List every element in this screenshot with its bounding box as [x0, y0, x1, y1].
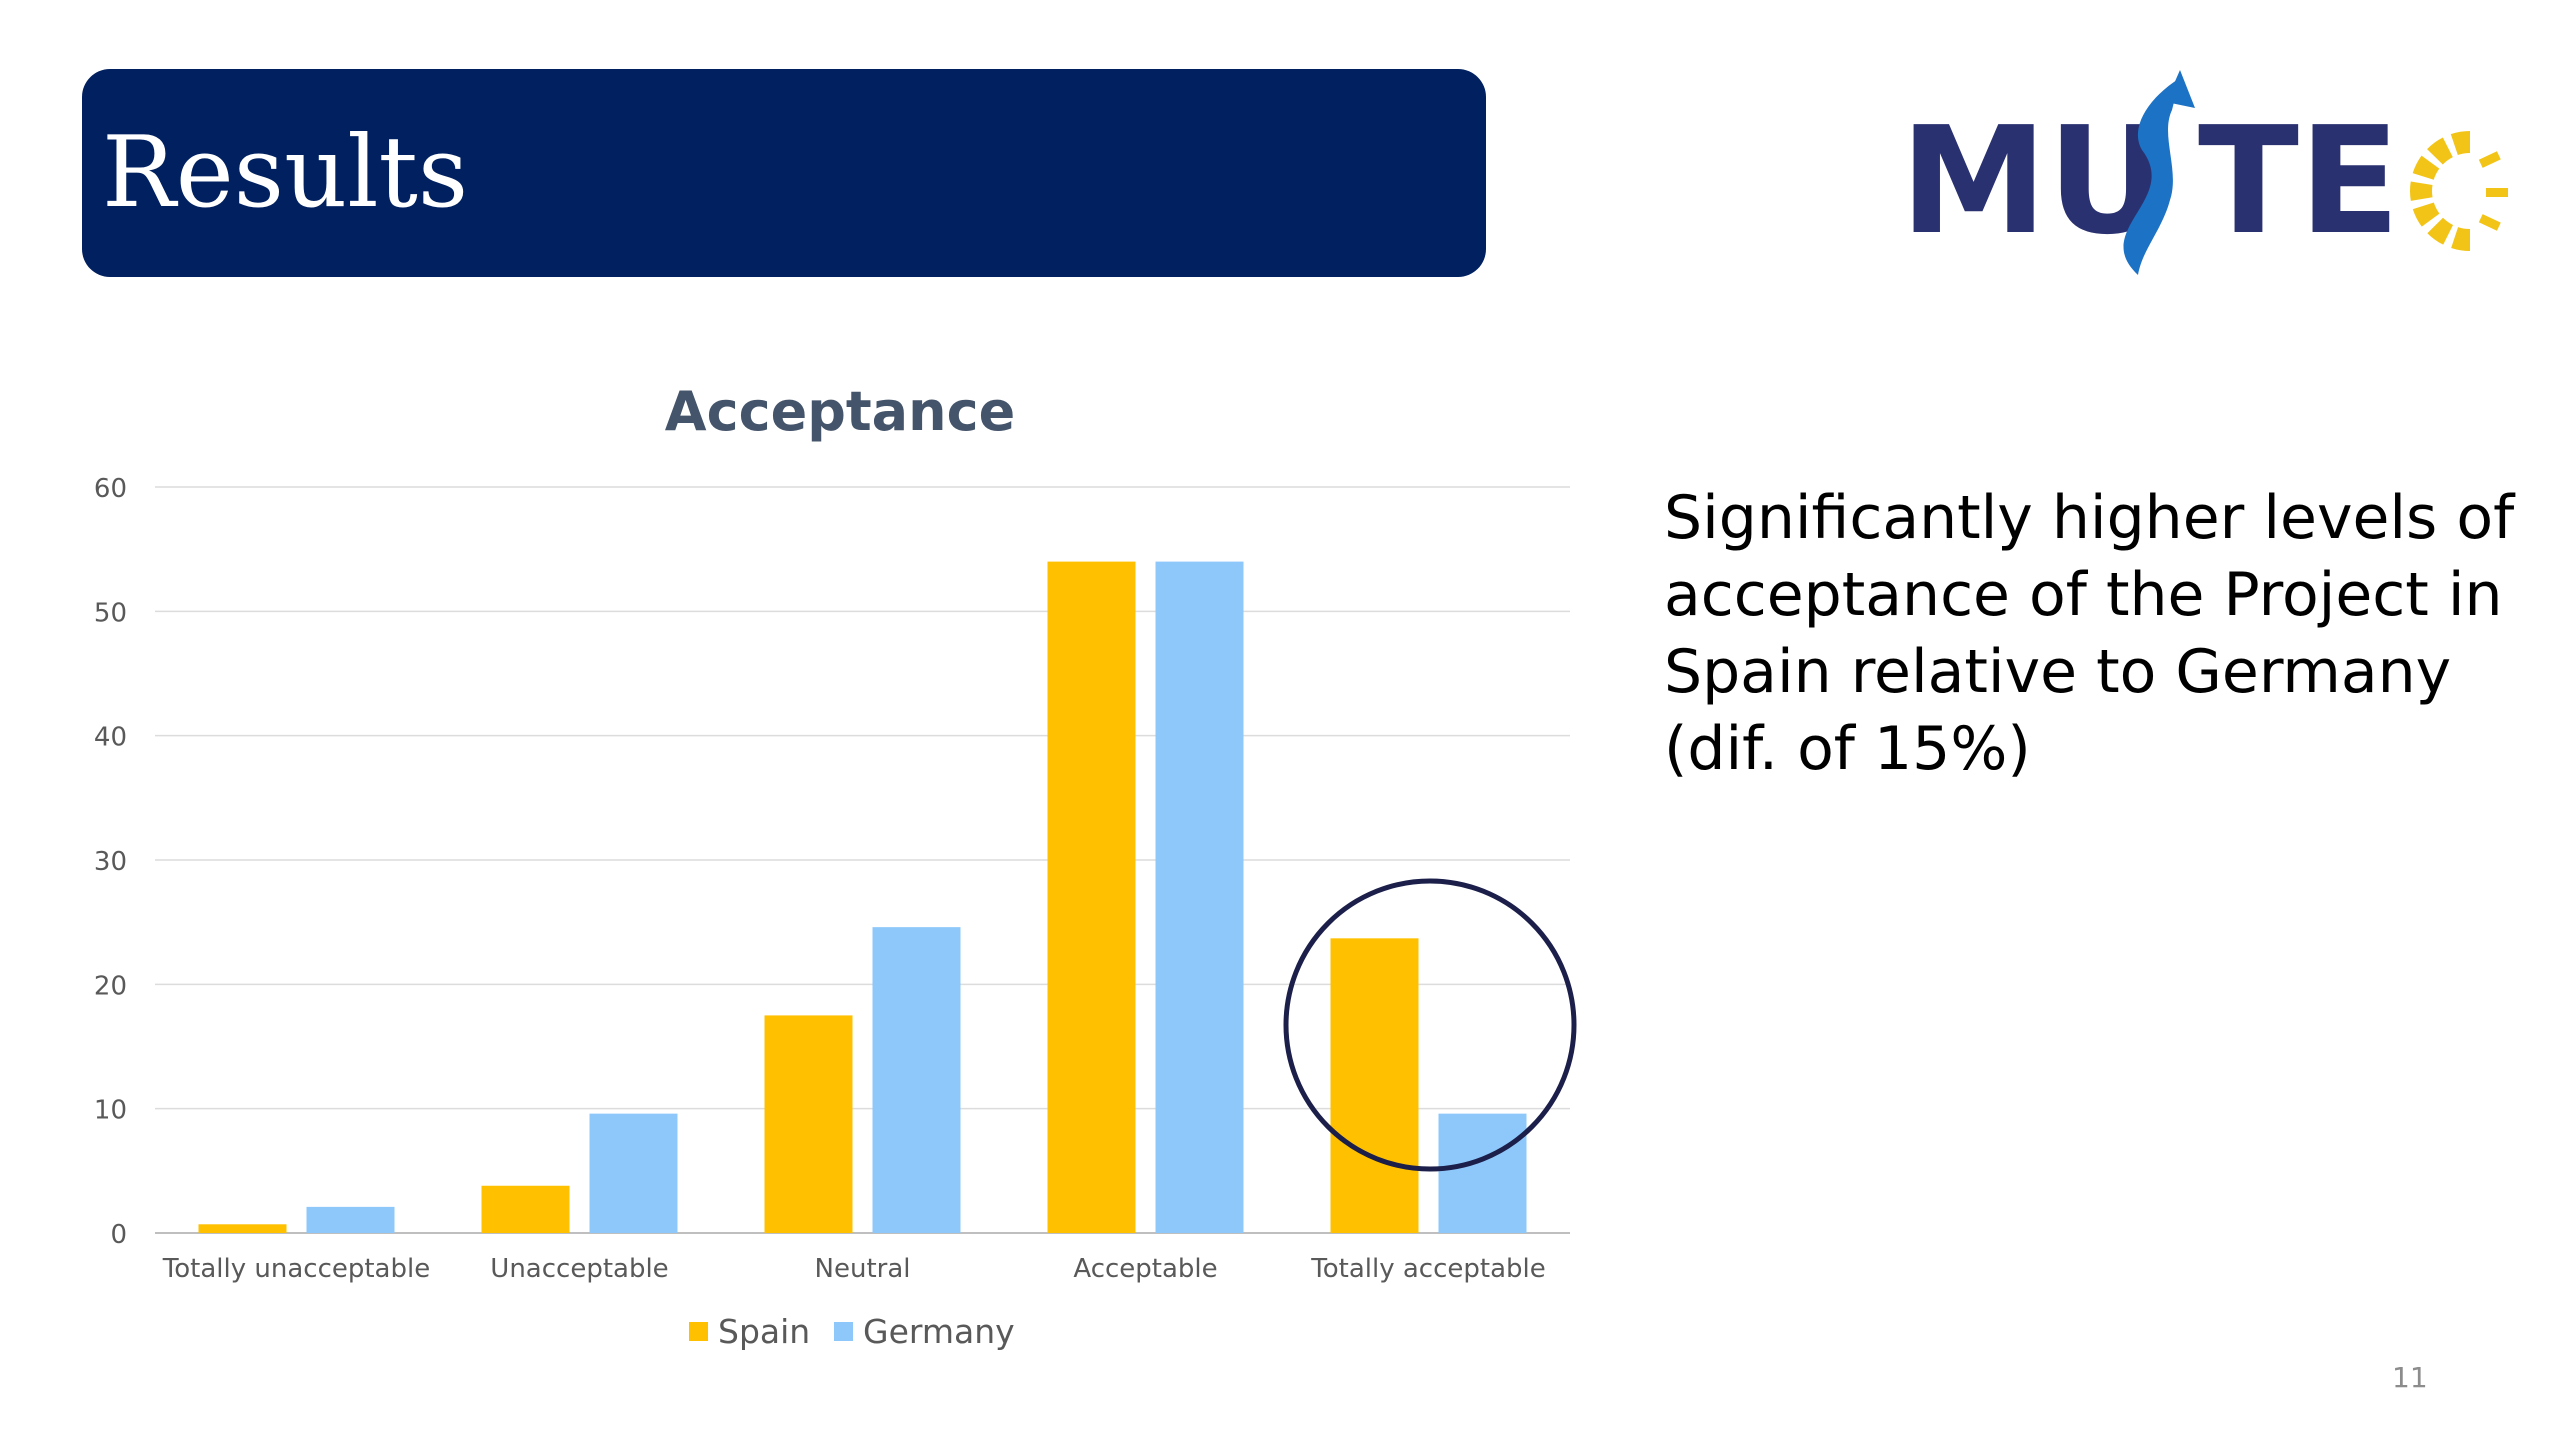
- bar-layer: [198, 561, 1527, 1233]
- x-category-label: Neutral: [815, 1254, 911, 1284]
- y-tick-label: 30: [94, 847, 127, 877]
- legend-swatch-germany: [834, 1322, 853, 1341]
- legend-label-germany: Germany: [863, 1312, 1015, 1351]
- bar-spain-acceptable: [1047, 561, 1136, 1233]
- y-tick-label: 40: [94, 723, 127, 753]
- legend: Spain Germany: [689, 1312, 1015, 1351]
- title-banner: Results: [82, 69, 1486, 277]
- bar-germany-totally-unacceptable: [306, 1206, 395, 1233]
- logo-sun-icon: [2410, 131, 2508, 251]
- x-category-label: Unacceptable: [490, 1254, 668, 1284]
- x-category-label: Totally unacceptable: [162, 1254, 430, 1284]
- tick-layer: 0 10 20 30 40 50 60: [94, 474, 127, 1250]
- logo-arrow-icon: [2123, 78, 2180, 275]
- mustec-logo: MU TE: [1900, 70, 2508, 275]
- bar-spain-totally-unacceptable: [198, 1224, 287, 1233]
- slide-title: Results: [102, 116, 469, 230]
- bar-germany-acceptable: [1155, 561, 1244, 1233]
- side-note: Significantly higher levels of acceptanc…: [1664, 483, 2515, 784]
- x-category-label: Totally acceptable: [1310, 1254, 1545, 1284]
- legend-label-spain: Spain: [718, 1312, 810, 1351]
- bar-germany-neutral: [872, 927, 961, 1233]
- bar-germany-unacceptable: [589, 1113, 678, 1233]
- y-tick-label: 0: [110, 1220, 127, 1250]
- legend-swatch-spain: [689, 1322, 708, 1341]
- bar-spain-neutral: [764, 1015, 853, 1233]
- bar-spain-totally-acceptable: [1330, 938, 1419, 1233]
- y-tick-label: 60: [94, 474, 127, 504]
- x-category-label: Acceptable: [1073, 1254, 1217, 1284]
- bar-spain-unacceptable: [481, 1185, 570, 1233]
- y-tick-label: 20: [94, 971, 127, 1001]
- y-tick-label: 10: [94, 1096, 127, 1126]
- logo-arrow-head-icon: [2166, 70, 2195, 108]
- y-tick-label: 50: [94, 598, 127, 628]
- highlight-circle: [1283, 878, 1577, 1172]
- logo-text-left: MU: [1900, 95, 2167, 267]
- bar-germany-totally-acceptable: [1438, 1113, 1527, 1233]
- category-label-layer: Totally unacceptable Unacceptable Neutral A…: [162, 1254, 1546, 1284]
- logo-text-right: TE: [2198, 95, 2400, 267]
- page-number: 11: [2392, 1361, 2428, 1394]
- chart-title: Acceptance: [665, 380, 1015, 443]
